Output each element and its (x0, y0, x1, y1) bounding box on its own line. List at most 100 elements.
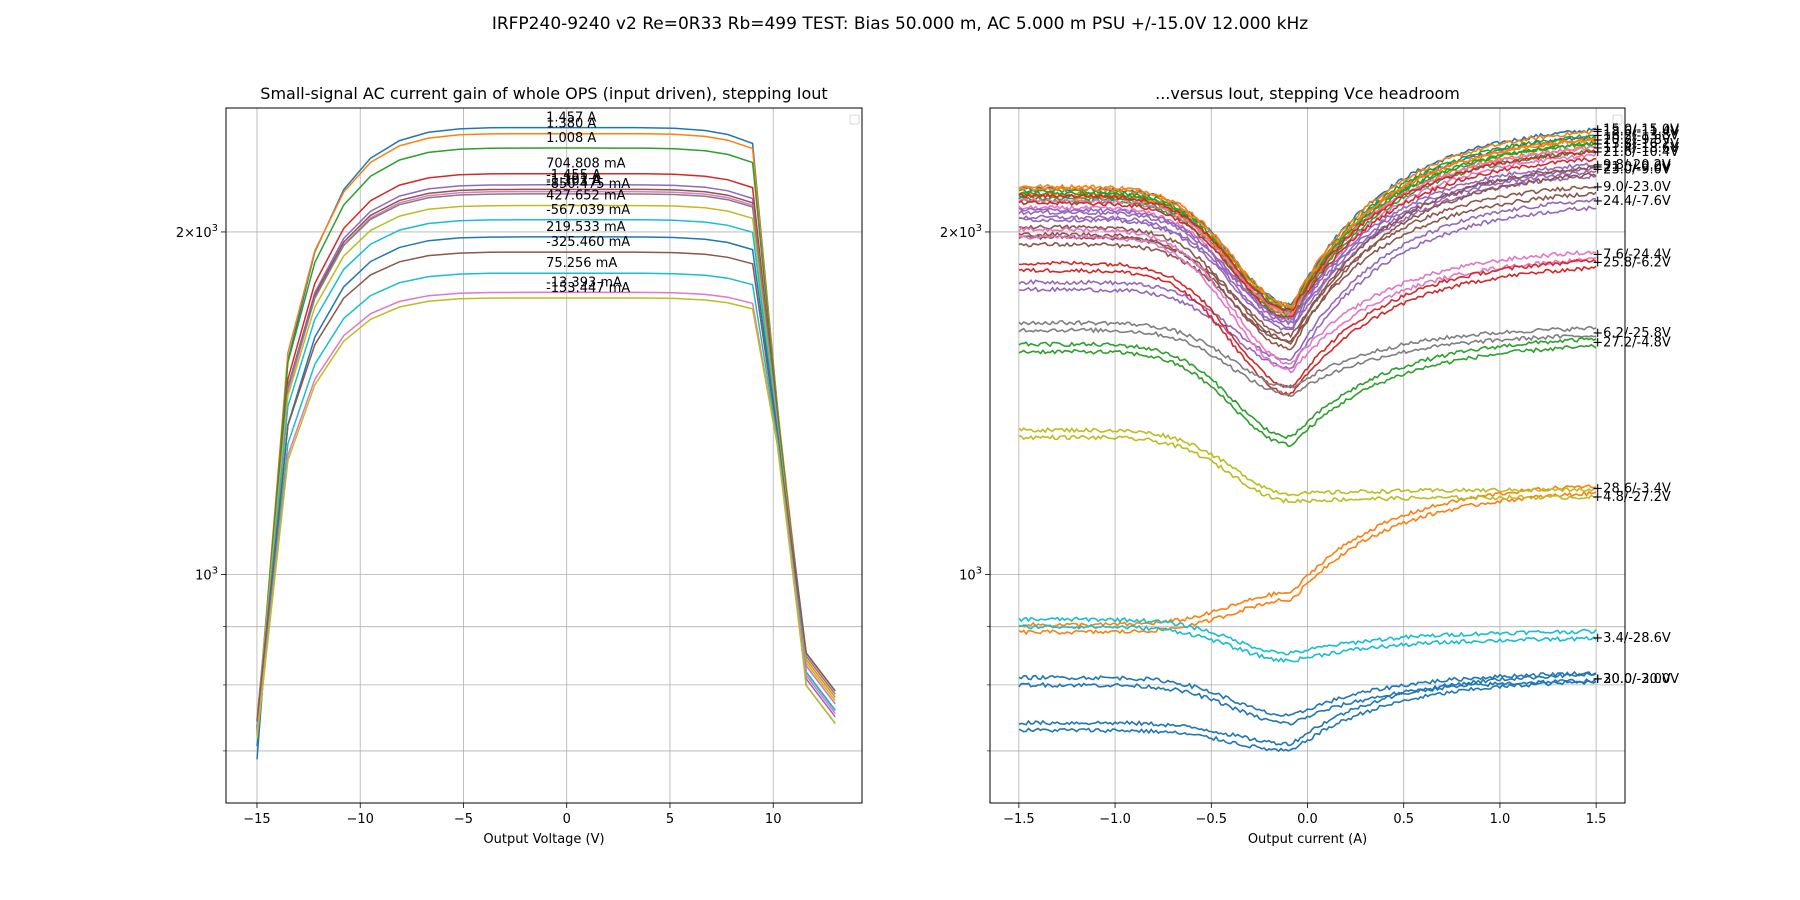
series-label: -850.475 mA (546, 177, 630, 192)
x-tick-label: 0.5 (1393, 812, 1414, 827)
series-line (1018, 623, 1597, 663)
series-label: 75.256 mA (546, 256, 617, 271)
series-label: +18.6/-11.4V (1592, 125, 1679, 140)
series-label: -1.191 A (546, 172, 601, 187)
y-tick-label: 2×103 (176, 223, 218, 241)
series-label: -1.455 A (546, 168, 601, 183)
series-line (256, 193, 836, 720)
series-line (256, 132, 836, 729)
x-axis-label: Output Voltage (V) (483, 832, 604, 847)
series-line (256, 172, 836, 731)
series-line (256, 204, 836, 721)
series-line (1018, 265, 1597, 397)
series-label: 704.808 mA (546, 157, 626, 172)
series-line (1018, 671, 1597, 747)
x-axis-label: Output current (A) (1248, 832, 1367, 847)
series-label: +13.8/-16.2V (1592, 137, 1679, 152)
axes-title: ...versus Iout, stepping Vce headroom (1155, 84, 1460, 103)
series-line (256, 147, 836, 730)
series-line (1018, 172, 1597, 351)
series-line (256, 188, 836, 728)
series-label: 427.652 mA (546, 189, 626, 204)
series-line (1018, 336, 1597, 440)
series-line (1018, 157, 1597, 319)
series-line (1018, 343, 1597, 448)
series-label: +7.6/-24.4V (1592, 248, 1671, 263)
x-tick-label: 10 (765, 812, 782, 827)
series-label: -567.039 mA (546, 203, 630, 218)
series-group (1018, 127, 1597, 753)
series-line (256, 291, 836, 734)
figure-suptitle: IRFP240-9240 v2 Re=0R33 Rb=499 TEST: Bia… (491, 14, 1309, 34)
series-label: +25.8/-6.2V (1592, 256, 1671, 271)
axes-frame (225, 107, 863, 804)
x-tick-label: 5 (666, 812, 674, 827)
series-label: 1.380 A (546, 117, 596, 132)
series-line (1018, 137, 1597, 309)
x-tick-label: −0.5 (1195, 812, 1227, 827)
series-label: +23.0/-9.0V (1592, 162, 1671, 177)
series-label: +3.4/-28.6V (1592, 631, 1671, 646)
series-label: +30.0/-2.0V (1592, 672, 1671, 687)
series-line (1018, 169, 1597, 329)
x-tick-label: 0 (563, 812, 571, 827)
series-line (1018, 185, 1597, 339)
series-line (1018, 197, 1597, 362)
series-labels: +15.0/-15.0V+18.6/-11.4V+16.2/-13.8V+20.… (1592, 123, 1679, 687)
series-line (256, 251, 836, 722)
series-label: -13.393 mA (546, 275, 622, 290)
series-line (1018, 616, 1597, 656)
series-label: -1.303 A (546, 175, 601, 190)
series-line (1018, 326, 1597, 398)
series-line (256, 126, 836, 760)
series-line (1018, 149, 1597, 312)
series-line (256, 297, 836, 739)
series-label: +9.0/-23.0V (1592, 180, 1671, 195)
series-label: +28.6/-3.4V (1592, 482, 1671, 497)
axes-title: Small-signal AC current gain of whole OP… (260, 84, 827, 103)
series-line (1018, 319, 1597, 389)
x-tick-label: 1.0 (1490, 812, 1511, 827)
x-tick-label: −1.0 (1099, 812, 1131, 827)
series-line (256, 219, 836, 726)
series-label: +27.2/-4.8V (1592, 335, 1671, 350)
series-label: +11.4/-18.6V (1592, 141, 1679, 156)
legend-box (849, 114, 860, 125)
x-tick-label: −15 (243, 812, 270, 827)
series-line (1018, 670, 1597, 717)
series-label: 1.008 A (546, 131, 596, 146)
x-tick-label: −10 (347, 812, 374, 827)
right-axes: ...versus Iout, stepping Vce headroom −1.… (940, 84, 1679, 847)
series-label: +24.4/-7.6V (1592, 194, 1671, 209)
series-line (1018, 173, 1597, 331)
series-label: +4.8/-27.2V (1592, 490, 1671, 505)
series-line (1018, 205, 1597, 370)
x-tick-label: −1.5 (1003, 812, 1035, 827)
axes-frame (989, 107, 1626, 804)
x-tick-label: −5 (454, 812, 473, 827)
series-line (1018, 426, 1597, 497)
series-label: -153.447 mA (546, 281, 630, 296)
y-tick-label: 2×103 (940, 223, 982, 241)
series-line (1018, 141, 1597, 314)
y-tick-label: 103 (195, 566, 218, 584)
series-line (1018, 679, 1597, 753)
series-line (1018, 484, 1597, 628)
series-label: +21.0/-9.0V (1592, 160, 1671, 175)
series-line (256, 236, 836, 747)
series-label: +20.2/-9.8V (1592, 133, 1671, 148)
series-label: +6.2/-25.8V (1592, 326, 1671, 341)
series-label: +20.0/-30.0V (1592, 672, 1679, 687)
x-tick-label: 0.0 (1297, 812, 1318, 827)
series-line (256, 272, 836, 736)
series-line (1018, 490, 1597, 636)
series-label: 219.533 mA (546, 220, 626, 235)
legend-box (1612, 114, 1623, 125)
series-line (256, 184, 836, 732)
series-line (1018, 167, 1597, 326)
series-label: 1.457 A (546, 111, 596, 126)
series-line (1018, 434, 1597, 504)
series-label: +21.6/-10.4V (1592, 145, 1679, 160)
